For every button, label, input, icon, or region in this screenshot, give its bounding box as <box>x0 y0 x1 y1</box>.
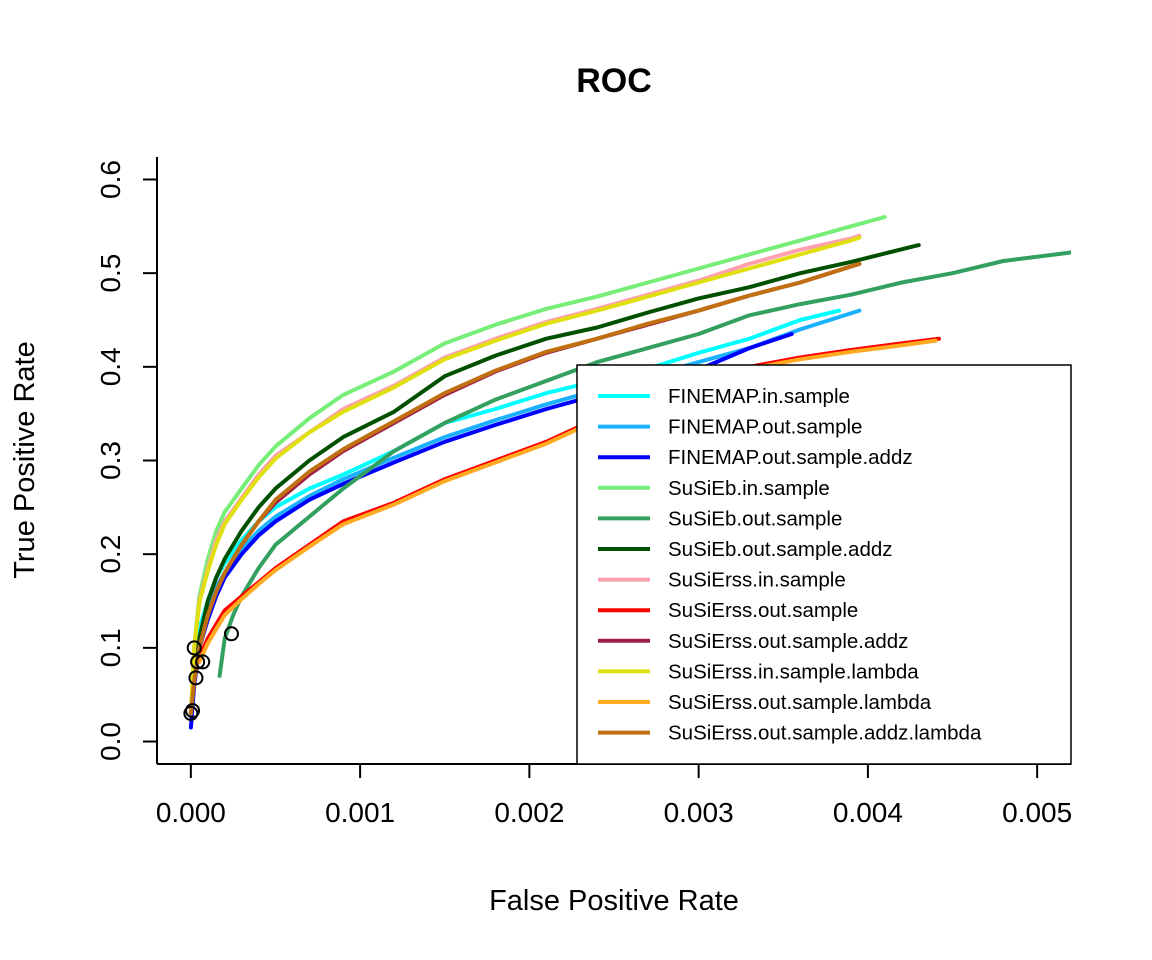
legend-label: SuSiEb.out.sample.addz <box>668 538 893 561</box>
threshold-marker <box>185 703 201 719</box>
legend-box <box>576 364 1072 765</box>
legend-label: SuSiErss.out.sample.addz.lambda <box>668 722 982 745</box>
legend-label: FINEMAP.out.sample <box>668 416 862 439</box>
series-line-susierss-in-sample-lambda <box>188 235 862 716</box>
legend-item: FINEMAP.in.sample <box>598 385 850 408</box>
y-tick-label: 0.5 <box>95 254 126 293</box>
legend-item: SuSiEb.in.sample <box>598 477 830 500</box>
x-axis: 0.000 0.001 0.002 0.003 0.004 0.005 <box>156 763 1072 828</box>
legend-item: SuSiErss.in.sample.lambda <box>598 660 919 683</box>
threshold-marker <box>223 626 239 642</box>
x-tick-label: 0.000 <box>156 797 226 828</box>
y-tick-label: 0.1 <box>95 628 126 667</box>
y-tick-label: 0.2 <box>95 535 126 574</box>
legend-label: SuSiErss.out.sample <box>668 599 858 622</box>
legend-label: SuSiEb.out.sample <box>668 507 842 530</box>
series-line-susieb-out-sample-addz <box>188 243 921 716</box>
plot-area <box>188 215 1071 730</box>
legend-label: SuSiEb.in.sample <box>668 477 830 500</box>
y-tick-label: 0.3 <box>95 441 126 480</box>
legend-label: SuSiErss.out.sample.addz <box>668 630 908 653</box>
series-line-susierss-out-sample-addz-lambda <box>188 261 862 716</box>
y-tick-label: 0.0 <box>95 722 126 761</box>
legend-item: SuSiEb.out.sample <box>598 507 842 530</box>
legend-item: SuSiErss.out.sample.lambda <box>598 691 932 714</box>
legend-item: SuSiErss.in.sample <box>598 569 846 592</box>
legend-label: FINEMAP.out.sample.addz <box>668 446 913 469</box>
threshold-marker <box>188 670 204 686</box>
legend: FINEMAP.in.sample FINEMAP.out.sample FINEM… <box>576 364 1072 765</box>
series-line-susieb-out-sample <box>217 250 1071 678</box>
legend-item: SuSiErss.out.sample.addz <box>598 630 908 653</box>
x-tick-label: 0.003 <box>664 797 734 828</box>
chart-title: ROC <box>576 62 652 100</box>
threshold-marker <box>190 654 206 670</box>
legend-label: FINEMAP.in.sample <box>668 385 850 408</box>
legend-label: SuSiErss.in.sample <box>668 569 846 592</box>
y-tick-label: 0.6 <box>95 160 126 199</box>
x-axis-label: False Positive Rate <box>489 885 739 917</box>
x-tick-label: 0.002 <box>494 797 564 828</box>
legend-label: SuSiErss.out.sample.lambda <box>668 691 932 714</box>
y-axis: 0.0 0.1 0.2 0.3 0.4 0.5 0.6 <box>95 157 158 764</box>
legend-item: FINEMAP.out.sample.addz <box>598 446 913 469</box>
x-tick-label: 0.005 <box>1002 797 1072 828</box>
y-axis-label: True Positive Rate <box>9 341 41 578</box>
threshold-marker <box>195 654 211 670</box>
legend-item: SuSiEb.out.sample.addz <box>598 538 893 561</box>
legend-item: FINEMAP.out.sample <box>598 416 862 439</box>
threshold-marker <box>186 640 202 656</box>
y-tick-label: 0.4 <box>95 347 126 386</box>
legend-item: SuSiErss.out.sample.addz.lambda <box>598 722 982 745</box>
x-tick-label: 0.001 <box>325 797 395 828</box>
series-line-susieb-in-sample <box>188 215 887 716</box>
x-tick-label: 0.004 <box>833 797 903 828</box>
legend-label: SuSiErss.in.sample.lambda <box>668 660 919 683</box>
series-line-susierss-out-sample-lambda <box>197 338 938 664</box>
markers <box>183 626 239 721</box>
legend-item: SuSiErss.out.sample <box>598 599 858 622</box>
